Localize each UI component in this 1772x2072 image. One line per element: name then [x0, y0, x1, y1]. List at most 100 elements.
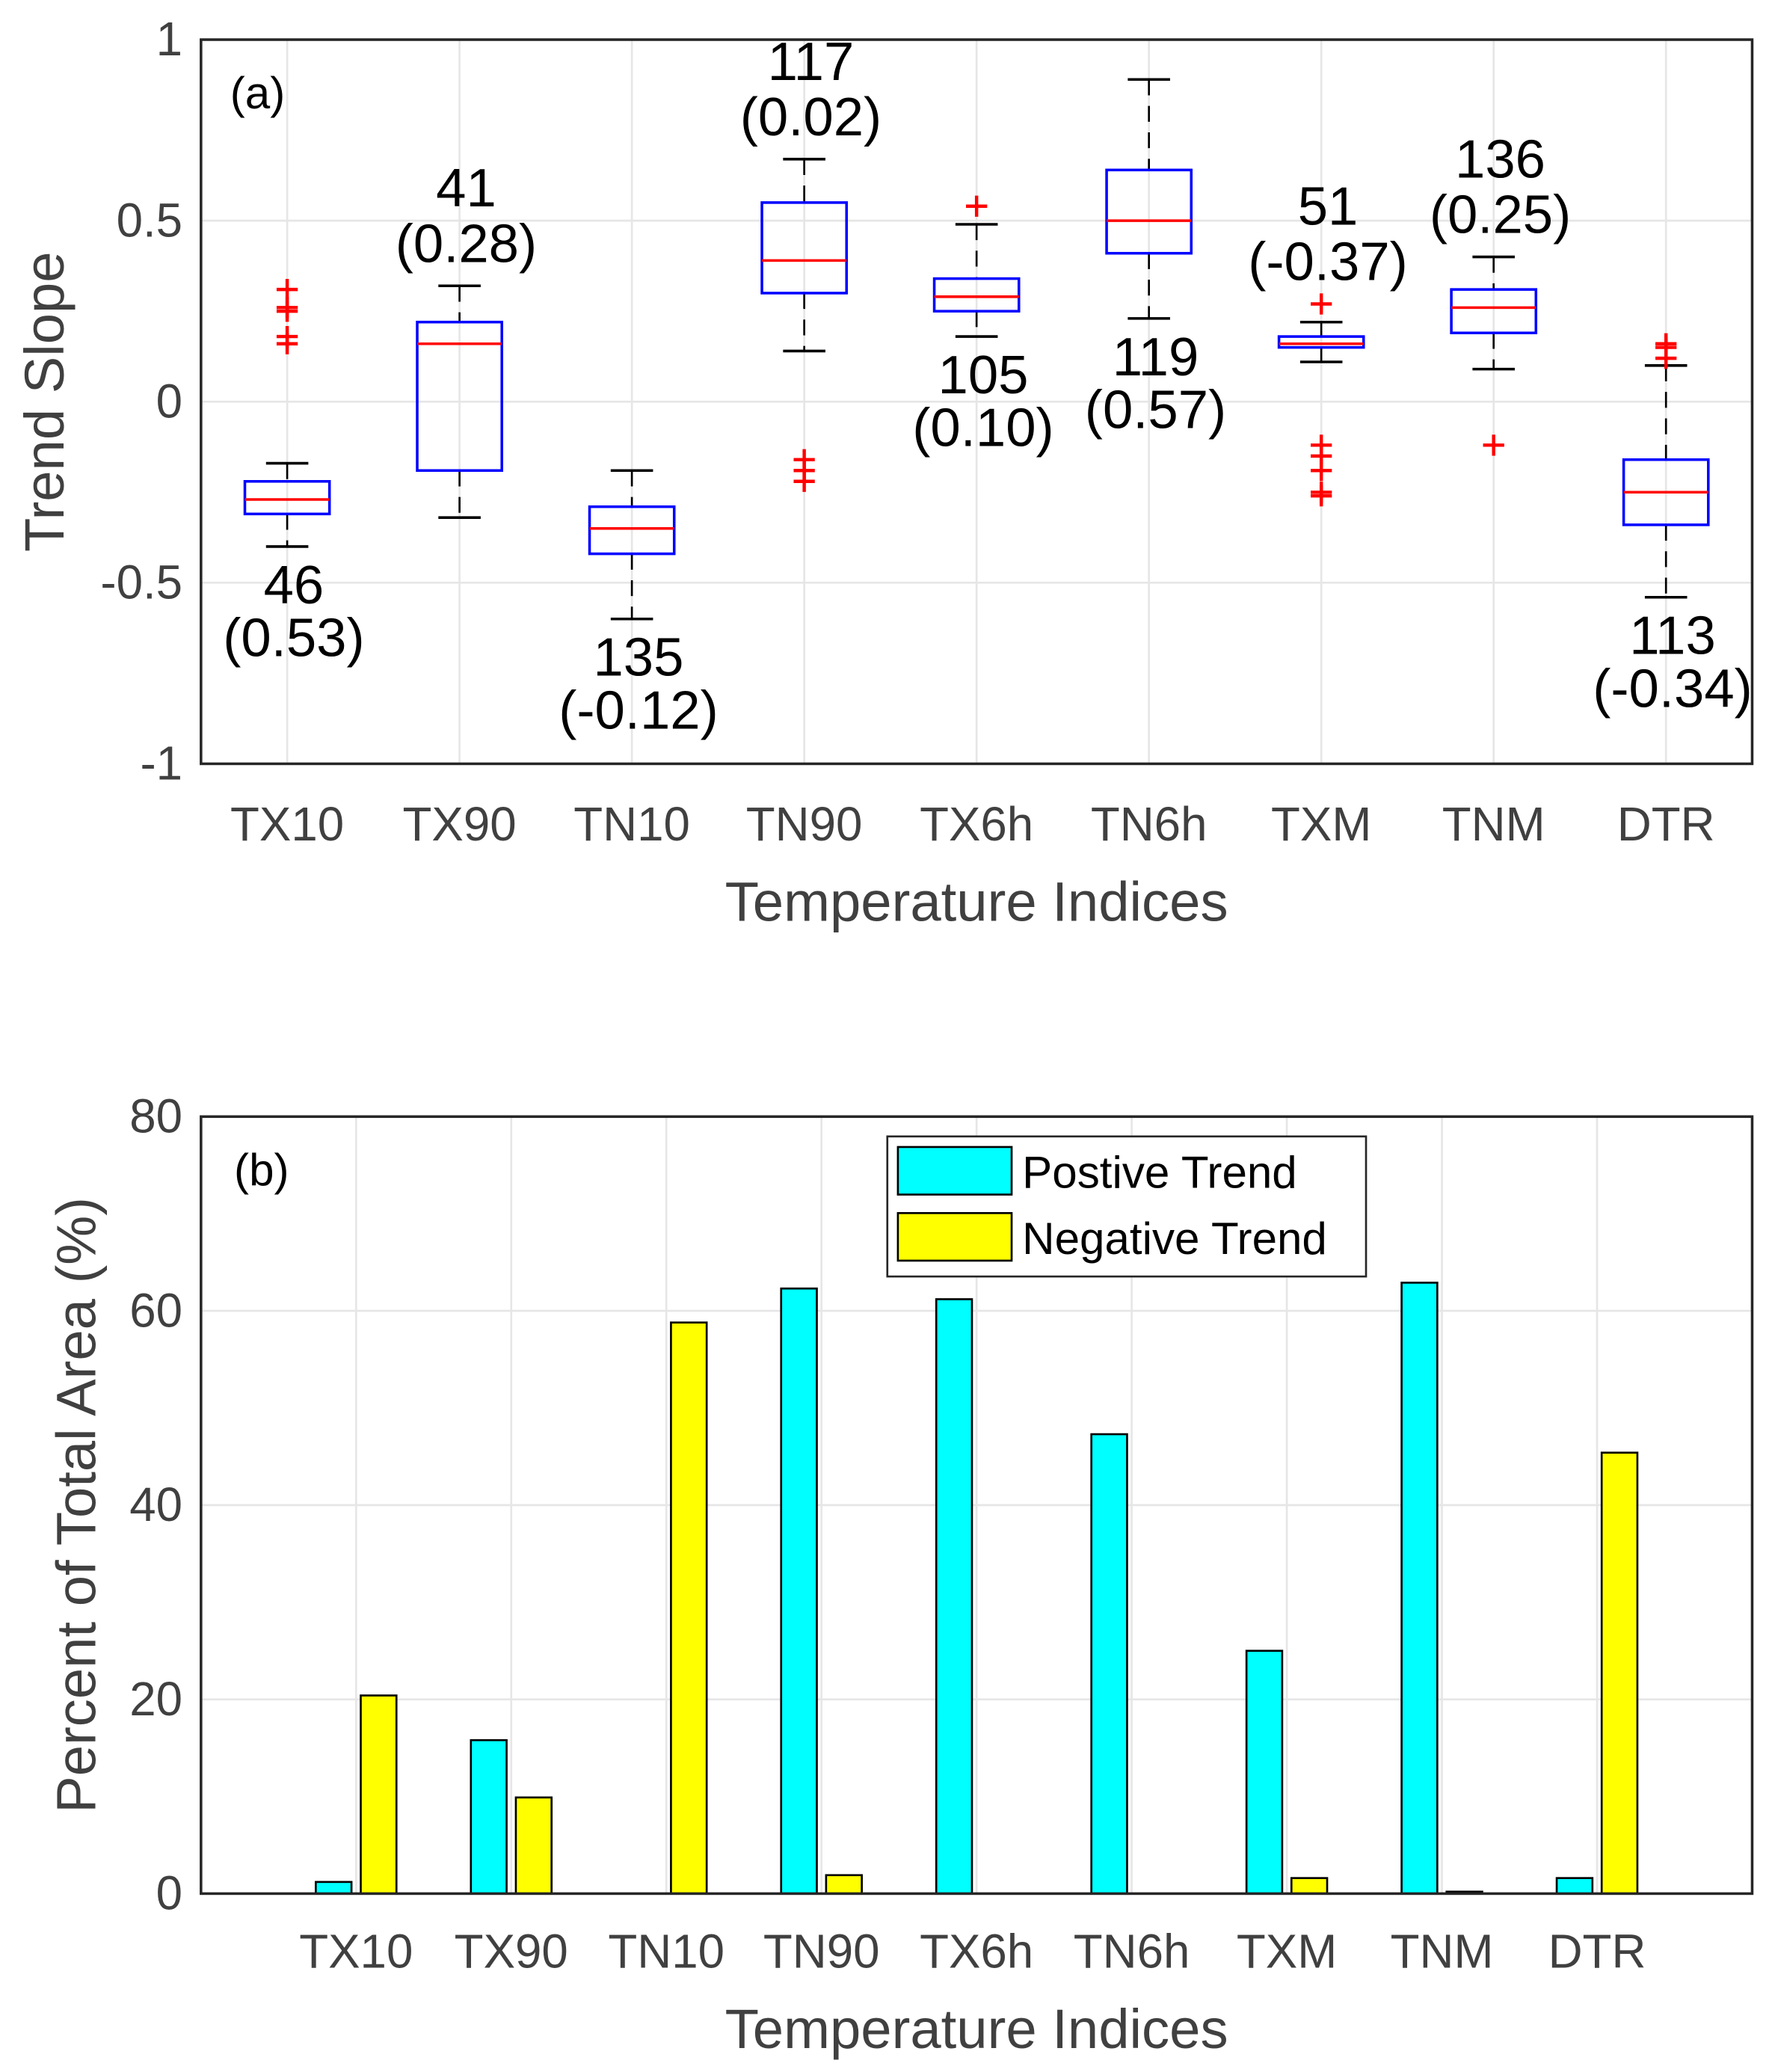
- box-TX90: 41(0.28): [396, 158, 537, 519]
- axes-frame: [200, 1115, 1754, 1896]
- x-axis-label: Temperature Indices: [725, 871, 1228, 933]
- outlier-marker: [276, 325, 298, 348]
- legend-label: Postive Trend: [1022, 1148, 1297, 1198]
- x-tick-label: TN90: [763, 1925, 880, 1978]
- x-tick-label: TN6h: [1091, 798, 1208, 851]
- iqr-box: [416, 320, 503, 473]
- iqr-box: [932, 277, 1021, 313]
- x-tick-label: TXM: [1237, 1925, 1337, 1978]
- iqr-box: [243, 479, 331, 516]
- iqr-box: [588, 505, 676, 556]
- iqr-box: [760, 201, 849, 295]
- outlier-marker: [966, 195, 988, 217]
- correlation-annotation: (0.28): [396, 214, 537, 274]
- panel-label: (b): [234, 1145, 289, 1195]
- count-annotation: 119: [1113, 327, 1199, 387]
- bar-panel-b: 0 20 40 60 80 TX10 TX90 TN10 TN90 TX6h TN6h TXM TNM D…: [45, 1090, 1754, 2060]
- bar-positive-TN6h: [1090, 1433, 1128, 1895]
- correlation-annotation: (0.57): [1085, 380, 1226, 440]
- outlier-marker: [276, 297, 298, 319]
- x-tick-label: TX6h: [920, 798, 1033, 851]
- y-axis-label: Percent of Total Area (%): [45, 1197, 107, 1813]
- y-tick-label: 60: [129, 1284, 182, 1337]
- bar-negative-DTR: [1600, 1451, 1639, 1895]
- outlier-marker: [1311, 460, 1332, 482]
- count-annotation: 51: [1298, 176, 1359, 236]
- count-annotation: 117: [768, 31, 855, 92]
- correlation-annotation: (0.02): [740, 87, 882, 147]
- x-tick-label: TX6h: [920, 1925, 1033, 1978]
- bar-positive-TX6h: [935, 1298, 973, 1895]
- legend-label: Negative Trend: [1022, 1214, 1327, 1264]
- box-DTR: 113(-0.34): [1593, 333, 1753, 719]
- y-tick-label: 20: [129, 1673, 182, 1726]
- outlier-marker: [1311, 293, 1332, 315]
- y-tick-label: -0.5: [100, 556, 182, 609]
- correlation-annotation: (-0.37): [1248, 232, 1408, 292]
- correlation-annotation: (0.10): [912, 398, 1053, 458]
- bar-negative-TX10: [360, 1694, 398, 1895]
- bar-negative-TXM: [1290, 1877, 1329, 1895]
- box-TXM: 51(-0.37): [1248, 176, 1408, 507]
- boxplot-panel-a: -1 -0.5 0 0.5 1 TX10 TX90 TN10 TN90 TX6h TN6h TXM TN…: [13, 13, 1754, 933]
- box-TX6h: 105(0.10): [912, 195, 1054, 458]
- legend-swatch: [896, 1211, 1013, 1262]
- x-tick-label: TNM: [1391, 1925, 1494, 1978]
- outlier-marker: [793, 470, 815, 492]
- bar-positive-TXM: [1245, 1650, 1284, 1895]
- x-tick-label: DTR: [1548, 1925, 1646, 1978]
- count-annotation: 41: [436, 158, 496, 218]
- x-tick-label: TN10: [608, 1925, 725, 1978]
- legend: Postive Trend Negative Trend: [886, 1135, 1368, 1278]
- count-annotation: 46: [264, 555, 324, 615]
- outlier-marker: [276, 278, 298, 301]
- y-tick-label: 0: [156, 375, 182, 428]
- legend-swatch: [896, 1146, 1013, 1196]
- outlier-marker: [1483, 434, 1504, 456]
- y-tick-label: -1: [140, 737, 182, 790]
- x-tick-label: TN90: [746, 798, 863, 851]
- y-tick-label: 0.5: [117, 194, 182, 247]
- bar-positive-TX90: [470, 1739, 508, 1895]
- x-tick-label: DTR: [1617, 798, 1715, 851]
- panel-label: (a): [230, 68, 285, 118]
- iqr-box: [1450, 288, 1538, 335]
- bar-positive-TN90: [780, 1287, 818, 1895]
- box-TN10: 135(-0.12): [559, 469, 719, 740]
- outlier-marker: [1655, 333, 1677, 354]
- bar-positive-TX10: [315, 1881, 353, 1895]
- correlation-annotation: (-0.12): [559, 680, 719, 740]
- x-tick-label: TX90: [455, 1925, 568, 1978]
- x-tick-label: TN10: [573, 798, 690, 851]
- box-TN90: 117(0.02): [740, 31, 882, 492]
- x-tick-label: TX90: [403, 798, 517, 851]
- bar-positive-TNM: [1400, 1282, 1439, 1895]
- axes-frame: [200, 38, 1754, 766]
- correlation-annotation: (-0.34): [1593, 658, 1753, 719]
- box-TNM: 136(0.25): [1430, 129, 1571, 456]
- correlation-annotation: (0.53): [223, 608, 364, 668]
- y-tick-label: 40: [129, 1478, 182, 1531]
- bar-negative-TX90: [514, 1796, 553, 1895]
- count-annotation: 136: [1455, 129, 1545, 190]
- x-tick-label: TXM: [1271, 798, 1371, 851]
- y-tick-label: 80: [129, 1090, 182, 1143]
- y-tick-label: 0: [156, 1867, 182, 1920]
- correlation-annotation: (0.25): [1430, 185, 1571, 245]
- count-annotation: 135: [593, 627, 683, 688]
- x-tick-label: TNM: [1442, 798, 1545, 851]
- bar-negative-TN10: [670, 1321, 708, 1895]
- bar-negative-TN90: [825, 1874, 863, 1895]
- y-tick-label: 1: [156, 13, 182, 66]
- y-axis-label: Trend Slope: [13, 251, 76, 552]
- x-tick-label: TX10: [230, 798, 344, 851]
- x-tick-label: TN6h: [1074, 1925, 1190, 1978]
- outlier-marker: [1311, 485, 1332, 507]
- x-tick-label: TX10: [299, 1925, 413, 1978]
- x-axis-label: Temperature Indices: [725, 1998, 1228, 2060]
- box-TN6h: 119(0.57): [1085, 78, 1226, 440]
- iqr-box: [1105, 168, 1193, 255]
- iqr-box: [1277, 335, 1365, 349]
- bar-positive-DTR: [1555, 1877, 1594, 1895]
